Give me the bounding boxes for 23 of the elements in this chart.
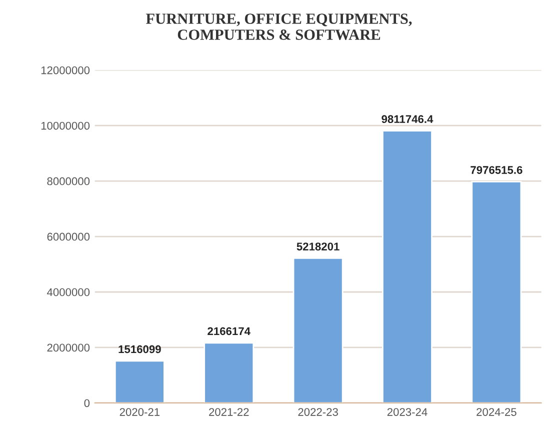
data-label: 1516099 <box>118 345 161 354</box>
y-tick-label: 0 <box>84 399 90 408</box>
data-label: 9811746.4 <box>382 115 434 124</box>
bar <box>471 180 522 403</box>
y-tick-label: 12000000 <box>41 66 90 74</box>
x-tick-label: 2020-21 <box>120 408 160 416</box>
y-tick-label: 10000000 <box>41 122 90 130</box>
bar <box>204 342 254 403</box>
x-tick-label: 2022-23 <box>298 408 338 416</box>
chart-title: FURNITURE, OFFICE EQUIPMENTS, COMPUTERS & SOFTWARE <box>146 14 412 40</box>
bar <box>114 360 165 403</box>
x-tick-label: 2024-25 <box>476 408 516 416</box>
y-tick-label: 2000000 <box>47 344 90 352</box>
y-tick-label: 6000000 <box>47 232 90 241</box>
y-tick-label: 8000000 <box>47 177 90 186</box>
data-label: 7976515.6 <box>470 166 522 174</box>
y-tick-label: 4000000 <box>47 288 90 296</box>
x-tick-label: 2023-24 <box>387 408 428 416</box>
data-label: 2166174 <box>208 327 250 336</box>
bar <box>382 130 432 403</box>
bar <box>292 258 344 403</box>
data-label: 5218201 <box>296 242 340 250</box>
x-tick-label: 2021-22 <box>209 408 249 416</box>
